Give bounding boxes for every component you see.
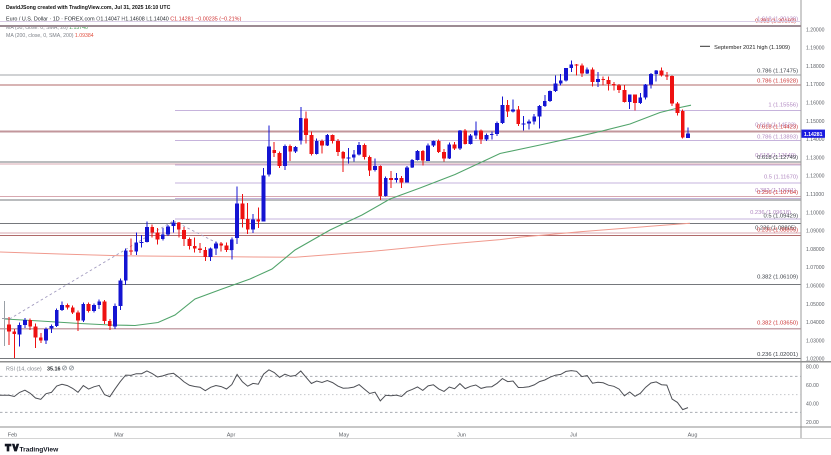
svg-text:May: May	[339, 433, 350, 439]
svg-text:Euro / U.S. Dollar · 1D · FORE: Euro / U.S. Dollar · 1D · FOREX.com O1.1…	[6, 16, 241, 22]
svg-text:0.5 (1.09429): 0.5 (1.09429)	[764, 214, 799, 220]
svg-text:1.11000: 1.11000	[806, 192, 824, 198]
svg-text:0.236 (1.02001): 0.236 (1.02001)	[757, 352, 798, 358]
svg-text:0.382 (1.10691): 0.382 (1.10691)	[755, 188, 796, 194]
svg-text:80.00: 80.00	[806, 364, 819, 370]
svg-text:40.00: 40.00	[806, 401, 819, 407]
svg-text:0.5 (1.11670): 0.5 (1.11670)	[764, 175, 798, 181]
svg-text:0.618 (1.14423): 0.618 (1.14423)	[757, 124, 798, 130]
svg-text:0.786 (1.13893): 0.786 (1.13893)	[757, 134, 798, 140]
svg-text:0.786 (1.17475): 0.786 (1.17475)	[757, 69, 798, 75]
svg-text:RSI (14, close): RSI (14, close)	[6, 366, 42, 372]
svg-text:1.14000: 1.14000	[806, 137, 825, 143]
svg-text:20.00: 20.00	[806, 420, 819, 426]
svg-text:Apr: Apr	[227, 433, 236, 439]
svg-text:60.00: 60.00	[806, 383, 819, 389]
svg-text:0.236 (1.08895): 0.236 (1.08895)	[757, 227, 798, 233]
svg-text:1.03000: 1.03000	[806, 338, 825, 344]
svg-text:1.06000: 1.06000	[806, 284, 825, 290]
svg-text:0.618 (1.12649): 0.618 (1.12649)	[755, 153, 796, 159]
svg-text:1.05000: 1.05000	[806, 302, 825, 308]
svg-text:1.09000: 1.09000	[806, 229, 825, 235]
svg-text:1.14281: 1.14281	[804, 132, 823, 138]
svg-text:Jun: Jun	[457, 433, 466, 439]
svg-text:0.382 (1.06109): 0.382 (1.06109)	[757, 275, 798, 281]
svg-text:1.10000: 1.10000	[806, 210, 825, 216]
svg-text:35.16: 35.16	[47, 366, 61, 372]
svg-text:1.17000: 1.17000	[806, 82, 825, 88]
svg-text:0.236 (1.08805): 0.236 (1.08805)	[755, 226, 796, 232]
svg-text:1.04000: 1.04000	[806, 320, 825, 326]
svg-text:0.236 (1.09618): 0.236 (1.09618)	[750, 210, 791, 216]
svg-text:0.618 (1.12749): 0.618 (1.12749)	[757, 155, 798, 161]
svg-text:Mar: Mar	[114, 433, 124, 439]
svg-text:1.16000: 1.16000	[806, 101, 825, 107]
svg-text:MA (200, close, 0, SMA, 200) 1: MA (200, close, 0, SMA, 200) 1.09384	[6, 33, 94, 39]
svg-text:1.02000: 1.02000	[806, 357, 825, 363]
svg-text:1.18000: 1.18000	[806, 64, 825, 70]
svg-text:1.08000: 1.08000	[806, 247, 825, 253]
svg-text:1 (1.15556): 1 (1.15556)	[768, 102, 798, 108]
svg-text:1.12000: 1.12000	[806, 174, 825, 180]
svg-text:TradingView: TradingView	[20, 446, 60, 453]
svg-text:0.382 (1.03650): 0.382 (1.03650)	[757, 321, 798, 327]
svg-text:1.07000: 1.07000	[806, 265, 825, 271]
svg-text:1.13000: 1.13000	[806, 155, 825, 161]
svg-text:Jul: Jul	[570, 433, 577, 439]
svg-text:Feb: Feb	[8, 433, 17, 439]
svg-text:0.618 (1.14523): 0.618 (1.14523)	[755, 123, 796, 129]
svg-text:1.618 (1.20139): 1.618 (1.20139)	[757, 17, 798, 23]
svg-text:MA (50, close: 0, SMA, 20) 1.1: MA (50, close: 0, SMA, 20) 1.15740	[6, 25, 88, 31]
svg-text:1.15000: 1.15000	[806, 119, 825, 125]
svg-text:1.20000: 1.20000	[806, 27, 825, 33]
svg-text:September 2021 high (1.1909): September 2021 high (1.1909)	[714, 45, 790, 51]
svg-text:Aug: Aug	[688, 433, 698, 439]
svg-text:DavidJSong created with Tradin: DavidJSong created with TradingView.com,…	[6, 5, 171, 11]
svg-text:0.256 (1.10764): 0.256 (1.10764)	[757, 190, 798, 196]
svg-text:1.19000: 1.19000	[806, 46, 825, 52]
svg-text:0.786 (1.16928): 0.786 (1.16928)	[757, 79, 798, 85]
